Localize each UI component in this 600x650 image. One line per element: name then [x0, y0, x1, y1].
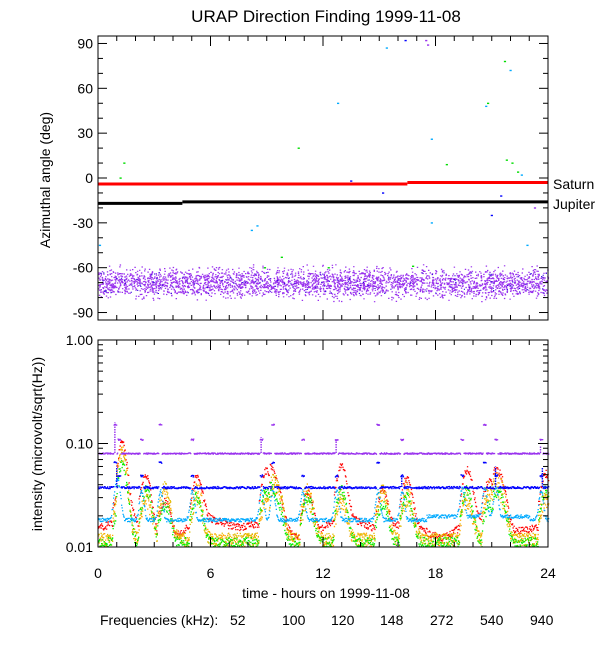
reference-line-saturn	[98, 180, 548, 186]
legend-entry-940: 940	[530, 612, 554, 628]
series-940-khz	[98, 423, 550, 455]
azimuth-ytick-label: -60	[73, 260, 93, 276]
scatter-point	[511, 162, 514, 164]
scatter-point	[517, 171, 520, 173]
intensity-ytick-label: 0.01	[66, 539, 93, 555]
scatter-point	[119, 177, 122, 179]
azimuth-ytick-label: -90	[73, 305, 93, 321]
scatter-point	[509, 69, 512, 72]
series-100-khz	[98, 446, 550, 548]
xtick-label: 6	[207, 565, 215, 581]
scatter-point	[385, 47, 388, 49]
scatter-point	[520, 174, 523, 176]
xtick-label: 18	[428, 565, 444, 581]
scatter-point	[404, 39, 407, 42]
legend-entry-148: 148	[380, 612, 404, 628]
azimuth-ytick-label: -30	[73, 215, 93, 231]
azimuth-ytick-label: 90	[77, 35, 93, 51]
scatter-point	[256, 225, 259, 227]
scatter-point	[412, 265, 415, 267]
scatter-point	[485, 105, 488, 108]
scatter-point	[350, 180, 353, 182]
azimuth-panel: 90 60 30 0 -30 -60 -90	[73, 35, 550, 321]
xtick-label: 12	[315, 565, 331, 581]
scatter-point	[427, 44, 430, 46]
frequency-legend: Frequencies (kHz): 52 100 120 148 272 54…	[100, 612, 554, 628]
scatter-point	[250, 229, 253, 232]
scatter-point	[337, 102, 340, 105]
azimuth-ylabel: Azimuthal angle (deg)	[37, 112, 53, 248]
saturn-label: Saturn	[553, 176, 594, 192]
scatter-point	[430, 222, 433, 224]
legend-entry-272: 272	[430, 612, 454, 628]
legend-entry-100: 100	[282, 612, 306, 628]
series-52-khz	[98, 440, 550, 542]
intensity-ytick-label: 0.10	[66, 436, 93, 452]
azimuth-main-band	[98, 264, 550, 303]
legend-entry-52: 52	[230, 612, 246, 628]
xtick-label: 0	[94, 565, 102, 581]
intensity-ylabel: intensity (microvolt/sqrt(Hz))	[29, 357, 45, 531]
azimuth-ytick-label: 60	[77, 80, 93, 96]
scatter-point	[382, 192, 385, 194]
legend-entry-120: 120	[331, 612, 355, 628]
series-540-khz	[98, 461, 550, 490]
scatter-point	[490, 214, 493, 217]
scatter-point	[280, 256, 283, 259]
scatter-point	[123, 162, 126, 164]
scatter-point	[445, 163, 448, 166]
scatter-point	[263, 267, 267, 269]
x-axis-label: time - hours on 1999-11-08	[242, 585, 410, 601]
scatter-point	[503, 60, 507, 63]
chart-title: URAP Direction Finding 1999-11-08	[191, 7, 461, 26]
azimuth-ytick-label: 0	[85, 170, 93, 186]
scatter-point	[526, 244, 529, 247]
reference-line-jupiter	[98, 200, 548, 205]
scatter-point	[487, 102, 490, 105]
scatter-point	[327, 267, 330, 269]
scatter-point	[500, 195, 503, 197]
legend-title: Frequencies (kHz):	[100, 612, 218, 628]
scatter-point	[533, 207, 537, 209]
xtick-label: 24	[540, 565, 556, 581]
jupiter-label: Jupiter	[553, 196, 595, 212]
scatter-point	[430, 138, 433, 140]
scatter-point	[505, 159, 508, 161]
legend-entry-540: 540	[480, 612, 504, 628]
scatter-point	[98, 244, 102, 247]
scatter-point	[425, 39, 428, 42]
scatter-point	[297, 147, 300, 149]
intensity-plot-frame	[97, 339, 549, 548]
intensity-panel: 1.00 0.10 0.010 6 12 18 24	[66, 332, 556, 581]
azimuth-ytick-label: 30	[77, 125, 93, 141]
intensity-ytick-label: 1.00	[66, 332, 93, 348]
